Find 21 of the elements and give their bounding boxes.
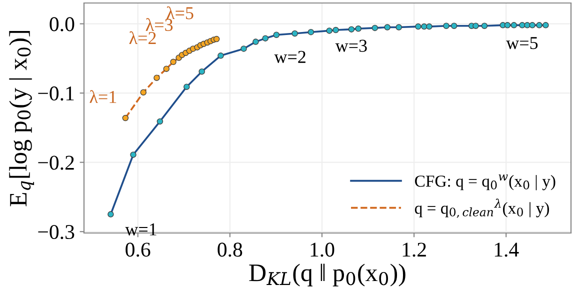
x-tick-label: 0.6 (126, 242, 150, 257)
x-tick-label: 0.8 (218, 242, 242, 257)
annotation: w=1 (125, 223, 156, 236)
x-tick-label: 1.4 (494, 242, 519, 257)
y-tick-label: 0.0 (50, 17, 74, 32)
y-tick-label: −0.3 (38, 224, 74, 240)
annotation: w=5 (506, 37, 538, 50)
x-axis-title: D$_{KL}$(q ‖ p$_{0}$(x$_{0}$)) (249, 264, 406, 286)
x-tick-label: 1.0 (310, 242, 334, 257)
annotation: λ=2 (129, 31, 156, 44)
x-tick-label: 1.2 (402, 242, 426, 257)
y-tick-label: −0.2 (38, 156, 74, 170)
y-axis-title: E$_{q}$[log p$_{0}$(y | x$_{0}$)] (9, 30, 34, 206)
annotation: λ=1 (90, 90, 116, 103)
annotation: w=2 (274, 50, 306, 63)
legend-label: q = q$_{0,clean}$$^{λ}$(x$_{0}$ | y) (414, 198, 549, 218)
y-tick-label: −0.1 (38, 86, 74, 101)
annotation: λ=3 (146, 18, 173, 32)
annotation: λ=5 (166, 6, 194, 20)
annotation: w=3 (335, 40, 367, 52)
legend-label: CFG: q = q$_{0}$$^{w}$(x$_{0}$ | y) (415, 174, 556, 190)
